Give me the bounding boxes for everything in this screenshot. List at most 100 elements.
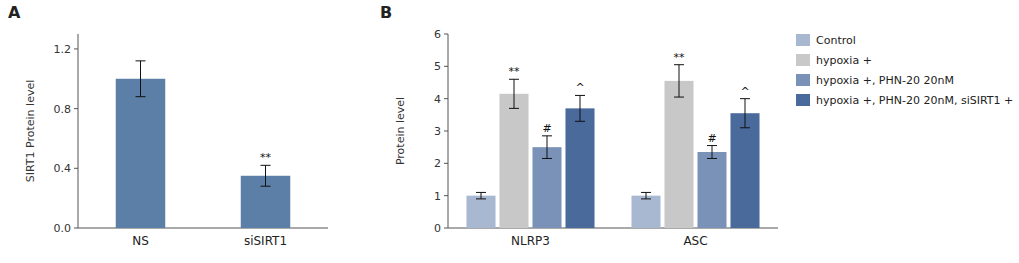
y-tick-label: 0.4	[54, 162, 72, 175]
error-stem	[745, 99, 746, 128]
y-axis-line	[78, 34, 79, 228]
error-cap	[136, 60, 146, 61]
annotation: ^	[575, 81, 584, 94]
bar	[664, 81, 693, 228]
annotation: **	[260, 151, 272, 164]
chart-panel: B 0 1 2 3 4 5 6 Protein level NLRP3 ASC ** # ^ ** # ^ Con…	[380, 3, 1013, 248]
y-tick-label: 1.2	[54, 43, 72, 56]
panel-title: B	[380, 3, 392, 22]
error-bar	[674, 65, 684, 97]
error-stem	[140, 61, 141, 97]
error-stem	[547, 136, 548, 159]
error-cap	[542, 135, 552, 136]
error-bar	[509, 79, 519, 108]
error-cap	[509, 79, 519, 80]
error-stem	[646, 192, 647, 198]
bar	[466, 196, 495, 228]
y-axis-line	[448, 34, 449, 228]
error-cap	[261, 165, 271, 166]
chart-panel: A 0.0 0.4 0.8 1.2 SIRT1 Protein level NS siSIRT…	[8, 3, 328, 248]
error-cap	[261, 186, 271, 187]
bar	[499, 94, 528, 228]
y-tick	[444, 34, 448, 35]
y-tick-label: 4	[434, 93, 441, 106]
x-tick-label: NS	[132, 234, 149, 248]
error-bar	[542, 136, 552, 159]
error-stem	[712, 146, 713, 159]
error-stem	[265, 165, 266, 186]
annotation: **	[674, 51, 686, 64]
error-bar	[641, 192, 651, 198]
x-axis-line	[78, 228, 328, 229]
marks	[116, 61, 291, 228]
figure: A 0.0 0.4 0.8 1.2 SIRT1 Protein level NS siSIRT…	[0, 0, 1019, 263]
annotation: #	[542, 122, 551, 135]
error-cap	[674, 97, 684, 98]
legend-swatch	[796, 34, 810, 46]
y-tick-label: 0.0	[54, 222, 72, 235]
x-tick-label: NLRP3	[511, 234, 550, 248]
error-stem	[679, 65, 680, 97]
y-tick-label: 1	[434, 190, 441, 203]
legend-swatch	[796, 54, 810, 66]
legend-label: Control	[816, 34, 856, 47]
y-tick-label: 0	[434, 222, 441, 235]
y-tick	[444, 98, 448, 99]
error-cap	[476, 192, 486, 193]
error-bar	[261, 165, 271, 186]
bar	[730, 113, 759, 228]
bar	[532, 147, 561, 228]
panel-title: A	[8, 3, 21, 22]
error-cap	[707, 158, 717, 159]
error-cap	[575, 95, 585, 96]
marks	[466, 65, 759, 228]
bar	[697, 152, 726, 228]
y-tick	[74, 48, 78, 49]
error-stem	[481, 192, 482, 198]
y-axis-label: SIRT1 Protein level	[24, 80, 37, 183]
error-bar	[707, 146, 717, 159]
x-axis-line	[448, 228, 778, 229]
error-stem	[580, 95, 581, 121]
y-tick	[444, 163, 448, 164]
error-bar	[136, 61, 146, 97]
x-tick-label: siSIRT1	[244, 234, 287, 248]
error-cap	[641, 192, 651, 193]
y-tick	[444, 195, 448, 196]
legend-label: hypoxia +	[816, 54, 872, 67]
y-tick-label: 6	[434, 28, 441, 41]
error-cap	[136, 96, 146, 97]
bar	[631, 196, 660, 228]
annotation: ^	[740, 85, 749, 98]
y-tick	[74, 168, 78, 169]
bar	[565, 108, 594, 228]
y-tick-label: 3	[434, 125, 441, 138]
legend-label: hypoxia +, PHN-20 20nM	[816, 74, 954, 87]
error-cap	[707, 145, 717, 146]
y-axis-label: Protein level	[394, 97, 407, 165]
error-cap	[575, 121, 585, 122]
error-cap	[740, 98, 750, 99]
error-bar	[740, 99, 750, 128]
y-tick	[444, 66, 448, 67]
y-tick-label: 5	[434, 60, 441, 73]
x-tick-label: ASC	[683, 234, 707, 248]
error-stem	[514, 79, 515, 108]
error-cap	[641, 198, 651, 199]
y-tick-label: 0.8	[54, 103, 72, 116]
bar	[116, 79, 166, 228]
error-bar	[575, 95, 585, 121]
error-cap	[674, 64, 684, 65]
legend-swatch	[796, 94, 810, 106]
y-tick	[74, 228, 78, 229]
y-tick	[74, 108, 78, 109]
annotation: **	[509, 65, 521, 78]
y-tick-label: 2	[434, 157, 441, 170]
legend: Control hypoxia + hypoxia +, PHN-20 20nM hy…	[796, 34, 1013, 107]
legend-label: hypoxia +, PHN-20 20nM, siSIRT1 +	[816, 94, 1013, 107]
error-cap	[542, 158, 552, 159]
error-bar	[476, 192, 486, 198]
error-cap	[476, 198, 486, 199]
annotation: #	[707, 132, 716, 145]
error-cap	[509, 108, 519, 109]
